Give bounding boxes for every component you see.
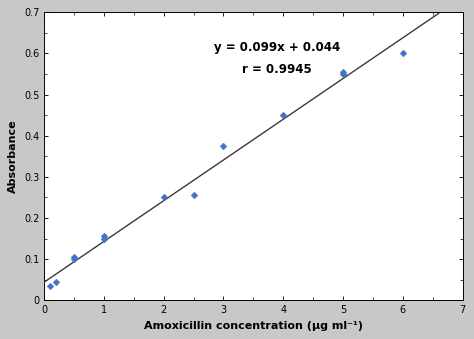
Point — [70, 256, 78, 262]
Point — [280, 113, 287, 118]
Point — [46, 283, 54, 288]
Point — [160, 195, 167, 200]
Point — [70, 254, 78, 260]
Point — [219, 143, 227, 149]
X-axis label: Amoxicillin concentration (μg ml⁻¹): Amoxicillin concentration (μg ml⁻¹) — [144, 321, 363, 331]
Point — [339, 71, 347, 77]
Text: r = 0.9945: r = 0.9945 — [242, 63, 312, 76]
Point — [339, 69, 347, 75]
Point — [399, 51, 407, 56]
Point — [100, 234, 108, 239]
Y-axis label: Absorbance: Absorbance — [9, 119, 18, 193]
Point — [52, 279, 60, 284]
Point — [100, 236, 108, 241]
Point — [190, 193, 197, 198]
Text: y = 0.099x + 0.044: y = 0.099x + 0.044 — [214, 41, 340, 54]
